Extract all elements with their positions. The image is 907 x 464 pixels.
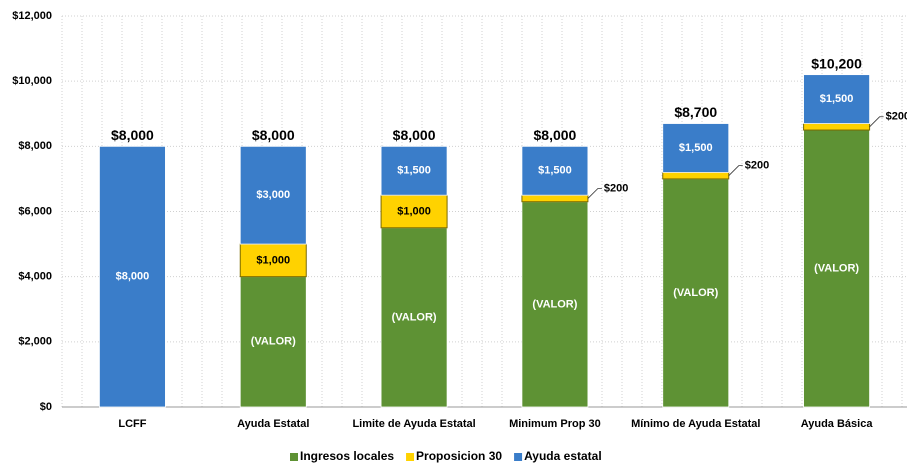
value-label: $1,000 (397, 205, 431, 217)
bar-segment (662, 171, 730, 180)
leader-line (587, 188, 602, 199)
value-label: (VALOR) (532, 298, 577, 310)
x-tick-label: Minimum Prop 30 (509, 418, 601, 430)
value-label: $3,000 (256, 189, 290, 201)
bar-segment (99, 145, 166, 408)
total-label: $8,700 (674, 104, 717, 120)
value-label: $8,000 (116, 271, 150, 283)
x-tick-label: LCFF (118, 418, 146, 430)
y-tick-label: $0 (40, 401, 52, 413)
bar-segment (521, 201, 589, 408)
x-tick-label: Mínimo de Ayuda Estatal (631, 418, 760, 430)
x-tick-label: Ayuda Estatal (237, 418, 309, 430)
bar-segment (239, 243, 307, 278)
legend-label: Proposicion 30 (416, 449, 502, 463)
value-label: $200 (604, 182, 628, 194)
bar-segment (380, 227, 448, 408)
bar-segment (521, 194, 589, 203)
x-tick-label: Ayuda Básica (801, 418, 874, 430)
value-label: $1,000 (256, 254, 290, 266)
value-label: (VALOR) (251, 336, 296, 348)
leader-line (869, 116, 884, 128)
bar-segment (239, 276, 307, 408)
legend-swatch (514, 453, 523, 461)
y-tick-label: $12,000 (12, 10, 52, 22)
value-label: $1,500 (397, 165, 431, 177)
value-label: (VALOR) (814, 262, 859, 274)
total-label: $8,000 (111, 127, 154, 143)
y-tick-label: $4,000 (18, 271, 52, 283)
value-label: $1,500 (820, 93, 854, 105)
bar-segment (521, 145, 589, 196)
bar-segment (803, 74, 870, 124)
value-label: (VALOR) (392, 311, 437, 323)
legend-label: Ingresos locales (300, 449, 394, 463)
bar-segment (803, 123, 871, 131)
bar-segment (662, 123, 730, 173)
bar-segment (239, 145, 307, 245)
legend-label: Ayuda estatal (524, 449, 602, 463)
leader-line (728, 165, 743, 176)
x-tick-label: Limite de Ayuda Estatal (352, 418, 475, 430)
total-label: $8,000 (393, 127, 436, 143)
value-label: $1,500 (538, 165, 572, 177)
legend-swatch (406, 453, 415, 461)
value-label: (VALOR) (673, 287, 718, 299)
bar-segment (662, 178, 730, 408)
value-label: $1,500 (679, 142, 713, 154)
bar-segment (803, 129, 870, 408)
y-tick-label: $10,000 (12, 75, 52, 87)
legend-swatch (290, 453, 298, 461)
y-tick-label: $8,000 (18, 140, 52, 152)
y-tick-label: $2,000 (18, 336, 52, 348)
total-label: $10,200 (811, 55, 862, 71)
bar-segment (380, 145, 448, 196)
total-label: $8,000 (534, 127, 577, 143)
y-tick-label: $6,000 (18, 205, 52, 217)
value-label: $200 (745, 160, 769, 172)
total-label: $8,000 (252, 127, 295, 143)
value-label: $200 (886, 111, 907, 123)
